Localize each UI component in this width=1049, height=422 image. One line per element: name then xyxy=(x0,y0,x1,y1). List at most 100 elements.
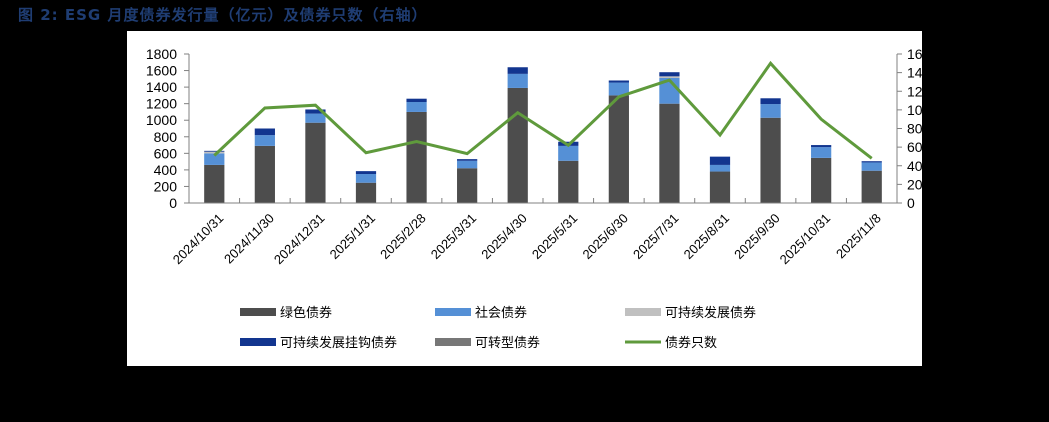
x-axis-tick-label: 2025/1/31 xyxy=(327,211,379,263)
x-axis-tick-label: 2025/9/30 xyxy=(731,211,783,263)
bar-segment xyxy=(709,171,731,203)
bar-stack xyxy=(709,156,731,203)
bar-segment xyxy=(811,157,832,203)
bar-segment xyxy=(355,174,377,183)
bar-stack xyxy=(305,109,326,203)
bar-segment xyxy=(305,122,326,203)
right-axis-tick-label: 160 xyxy=(907,46,922,62)
bar-segment xyxy=(406,111,427,203)
legend-label: 绿色债券 xyxy=(280,305,332,321)
bar-segment xyxy=(760,104,781,118)
bar-segment xyxy=(861,162,882,171)
bar-segment xyxy=(558,145,579,161)
left-axis-tick-label: 1000 xyxy=(146,112,177,128)
legend-label: 可持续发展债券 xyxy=(665,305,756,321)
bar-segment xyxy=(204,153,225,165)
bar-segment xyxy=(305,109,326,114)
figure-title: 图 2: ESG 月度债券发行量（亿元）及债券只数（右轴） xyxy=(18,6,428,24)
legend-item: 债券只数 xyxy=(625,335,717,351)
bar-stack xyxy=(507,67,528,203)
right-axis-tick-label: 140 xyxy=(907,65,922,81)
right-axis-tick-label: 60 xyxy=(907,139,922,155)
legend-label: 债券只数 xyxy=(665,335,717,351)
bar-segment xyxy=(204,164,225,203)
legend-swatch xyxy=(240,338,276,346)
bar-segment xyxy=(608,80,629,83)
bar-stack xyxy=(558,141,579,203)
bar-stack xyxy=(659,72,680,203)
bar-segment xyxy=(204,150,225,152)
bond-count-polyline xyxy=(213,60,873,160)
bar-segment xyxy=(406,98,427,103)
bar-segment xyxy=(811,147,832,158)
legend-item: 绿色债券 xyxy=(240,305,332,321)
left-axis-tick-label: 1600 xyxy=(146,63,177,79)
bar-stack xyxy=(406,98,427,203)
bar-segment xyxy=(709,164,731,172)
bar-segment xyxy=(355,182,377,203)
right-axis-tick-label: 100 xyxy=(907,102,922,118)
x-axis-tick-label: 2024/11/30 xyxy=(221,211,277,267)
bar-stack xyxy=(355,171,377,203)
legend-item: 可持续发展挂钩债券 xyxy=(240,335,397,351)
bar-stack xyxy=(204,150,225,203)
x-axis-tick-label: 2025/6/30 xyxy=(579,211,631,263)
x-axis-tick-label: 2025/2/28 xyxy=(377,211,429,263)
bar-segment xyxy=(305,113,326,123)
x-axis-tick-label: 2024/12/31 xyxy=(271,211,328,268)
bar-stack xyxy=(811,145,832,203)
bar-segment xyxy=(254,128,275,136)
x-axis-tick-label: 2025/11/8 xyxy=(833,211,884,262)
bar-segment xyxy=(861,161,882,163)
legend-swatch xyxy=(625,308,661,316)
bar-segment xyxy=(355,171,377,175)
left-axis-tick-label: 1200 xyxy=(146,96,177,112)
left-axis-tick-label: 1800 xyxy=(146,46,177,62)
bar-segment xyxy=(507,67,528,74)
bar-segment xyxy=(204,151,225,154)
x-axis-tick-label: 2025/10/31 xyxy=(777,211,834,268)
right-axis-tick-label: 0 xyxy=(907,195,915,211)
x-axis-tick-label: 2024/10/31 xyxy=(170,211,227,268)
left-axis-tick-label: 400 xyxy=(154,162,178,178)
chart-panel: 0 200 400 600 800 1000 1200 1400 1600 1800 0 20 40 6… xyxy=(127,31,922,366)
bar-segment xyxy=(659,103,680,203)
x-axis-tick-label: 2025/8/31 xyxy=(681,211,733,263)
bar-stack xyxy=(254,128,275,203)
left-axis-tick-label: 1400 xyxy=(146,79,177,95)
legend-swatch xyxy=(435,338,471,346)
x-axis-tick-label: 2025/7/31 xyxy=(630,211,682,263)
legend-swatch xyxy=(435,308,471,316)
bar-segment xyxy=(406,102,427,112)
bar-segment xyxy=(608,95,629,203)
bar-segment xyxy=(659,72,680,77)
x-axis-tick-label: 2025/5/31 xyxy=(529,211,581,263)
bar-segment xyxy=(659,76,680,79)
right-y-axis: 0 20 40 60 80 100 120 140 160 xyxy=(896,46,922,211)
bar-segment xyxy=(457,160,478,169)
bar-segment xyxy=(760,98,781,105)
legend-item: 可持续发展债券 xyxy=(625,305,756,321)
bar-stack xyxy=(760,98,781,203)
bar-segment xyxy=(457,159,478,161)
left-axis-tick-label: 800 xyxy=(154,129,178,145)
legend-label: 可持续发展挂钩债券 xyxy=(280,335,397,351)
bar-stack xyxy=(608,80,629,203)
bond-count-line xyxy=(213,60,873,160)
right-axis-tick-label: 20 xyxy=(907,176,922,192)
bar-segment xyxy=(457,168,478,203)
bar-segment xyxy=(254,135,275,146)
stacked-bars xyxy=(204,67,882,203)
bar-segment xyxy=(507,87,528,203)
bar-segment xyxy=(507,73,528,88)
x-axis-tick-label: 2025/3/31 xyxy=(428,211,480,263)
bar-stack xyxy=(861,161,882,203)
bar-segment xyxy=(861,170,882,203)
bar-segment xyxy=(760,117,781,203)
legend-label: 社会债券 xyxy=(475,305,527,321)
bar-segment xyxy=(608,82,629,96)
left-axis-tick-label: 200 xyxy=(154,178,178,194)
